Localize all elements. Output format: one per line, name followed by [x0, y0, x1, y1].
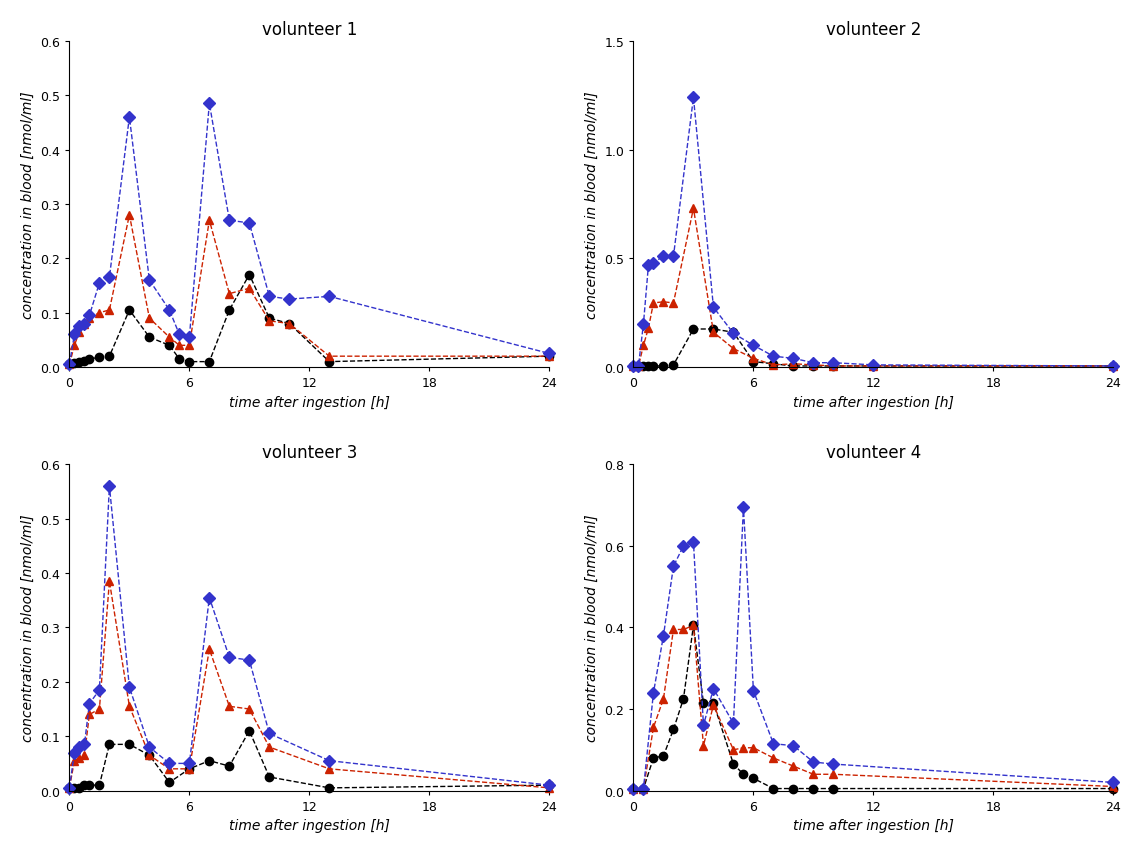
Y-axis label: concentration in blood [nmol/ml]: concentration in blood [nmol/ml]: [585, 91, 598, 318]
X-axis label: time after ingestion [h]: time after ingestion [h]: [793, 395, 954, 409]
X-axis label: time after ingestion [h]: time after ingestion [h]: [793, 818, 954, 833]
X-axis label: time after ingestion [h]: time after ingestion [h]: [228, 395, 389, 409]
Y-axis label: concentration in blood [nmol/ml]: concentration in blood [nmol/ml]: [585, 514, 598, 741]
Title: volunteer 4: volunteer 4: [826, 444, 920, 461]
Y-axis label: concentration in blood [nmol/ml]: concentration in blood [nmol/ml]: [21, 514, 35, 741]
Title: volunteer 3: volunteer 3: [262, 444, 357, 461]
Title: volunteer 1: volunteer 1: [262, 20, 357, 38]
Y-axis label: concentration in blood [nmol/ml]: concentration in blood [nmol/ml]: [21, 91, 35, 318]
X-axis label: time after ingestion [h]: time after ingestion [h]: [228, 818, 389, 833]
Title: volunteer 2: volunteer 2: [826, 20, 922, 38]
